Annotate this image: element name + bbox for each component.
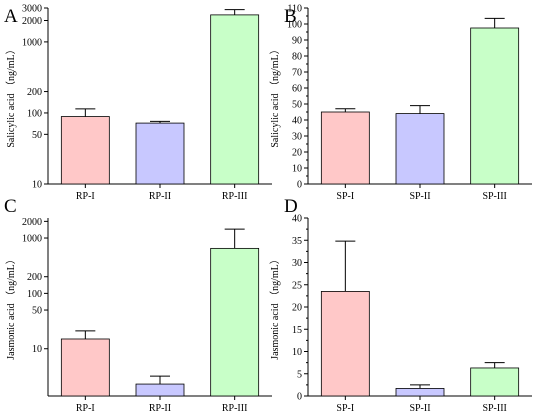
x-tick-label: RP-III <box>222 403 248 414</box>
y-tick-label: 1000 <box>22 37 42 48</box>
y-tick-label: 60 <box>292 84 302 95</box>
x-tick-label: RP-II <box>149 403 171 414</box>
y-tick-label: 20 <box>292 148 302 159</box>
bar-rp-iii <box>210 14 260 185</box>
y-tick-label: 30 <box>292 132 302 143</box>
y-tick-label: 100 <box>287 20 302 31</box>
y-tick-label: 10 <box>32 344 42 355</box>
panel-C: C Jasmonic acid （ng/mL） 10 50 100 200 1000 2000… <box>4 196 272 414</box>
y-tick-label: 2000 <box>22 16 42 27</box>
y-tick-label: 10 <box>292 164 302 175</box>
x-tick-label: RP-III <box>222 191 248 202</box>
y-tick-label: 50 <box>292 100 302 111</box>
y-axis-label: Salicylic acid （ng/mL） <box>269 44 281 147</box>
y-tick-label: 110 <box>287 4 302 15</box>
x-tick-label: RP-II <box>149 191 171 202</box>
bar-rp-i <box>60 116 110 185</box>
y-tick-label: 1000 <box>22 234 42 245</box>
y-tick-label: 90 <box>292 36 302 47</box>
y-axis-label: Jasmonic acid （ng/mL） <box>5 254 17 360</box>
bar-sp-i <box>320 291 370 397</box>
x-tick-label: SP-III <box>482 403 506 414</box>
y-tick-label: 40 <box>292 116 302 127</box>
x-tick-label: SP-II <box>409 191 430 202</box>
y-tick-label: 50 <box>32 306 42 317</box>
y-tick-label: 100 <box>27 108 42 119</box>
bar-rp-iii <box>210 247 260 397</box>
x-tick-label: RP-I <box>76 403 95 414</box>
panel-letter: B <box>284 6 297 27</box>
bar-sp-ii <box>395 388 445 397</box>
panel-B: B Salicylic acid （ng/mL） 0 10 20 30 40 50 60 70 80… <box>269 4 532 202</box>
y-tick-label: 10 <box>32 180 42 191</box>
bar-sp-ii <box>395 113 445 185</box>
bar-sp-iii <box>470 27 520 185</box>
y-tick-label: 3000 <box>22 4 42 15</box>
x-tick-label: SP-I <box>336 403 354 414</box>
y-tick-label: 35 <box>292 236 302 247</box>
y-tick-label: 25 <box>292 280 302 291</box>
y-tick-label: 20 <box>292 303 302 314</box>
y-tick-label: 200 <box>27 87 42 98</box>
x-tick-label: SP-II <box>409 403 430 414</box>
bar-rp-i <box>60 338 110 397</box>
y-tick-label: 100 <box>27 289 42 300</box>
x-tick-label: RP-I <box>76 191 95 202</box>
bar-sp-iii <box>470 367 520 397</box>
y-tick-label: 40 <box>292 214 302 225</box>
x-tick-label: SP-III <box>482 191 506 202</box>
panel-letter: D <box>284 196 298 217</box>
y-axis-label: Jasmonic acid （ng/mL） <box>269 254 281 360</box>
bar-rp-ii <box>135 383 185 397</box>
y-tick-label: 200 <box>27 272 42 283</box>
y-tick-label: 0 <box>297 392 302 403</box>
bar-sp-i <box>320 111 370 185</box>
panel-letter: A <box>4 6 18 27</box>
panel-D: D Jasmonic acid （ng/mL） 0 5 10 15 20 25 30 35 40 SP… <box>269 196 532 414</box>
y-tick-label: 70 <box>292 68 302 79</box>
y-tick-label: 5 <box>297 369 302 380</box>
x-tick-label: SP-I <box>336 191 354 202</box>
y-tick-label: 50 <box>32 130 42 141</box>
panel-letter: C <box>4 196 17 217</box>
y-tick-label: 15 <box>292 325 302 336</box>
y-tick-label: 0 <box>297 180 302 191</box>
y-tick-label: 2000 <box>22 217 42 228</box>
y-tick-label: 80 <box>292 52 302 63</box>
y-tick-label: 10 <box>292 347 302 358</box>
y-axis-label: Salicylic acid （ng/mL） <box>5 44 17 147</box>
bar-rp-ii <box>135 122 185 185</box>
y-tick-label: 30 <box>292 258 302 269</box>
panel-A: A Salicylic acid （ng/mL） 10 50 100 200 1000 200… <box>4 4 272 202</box>
